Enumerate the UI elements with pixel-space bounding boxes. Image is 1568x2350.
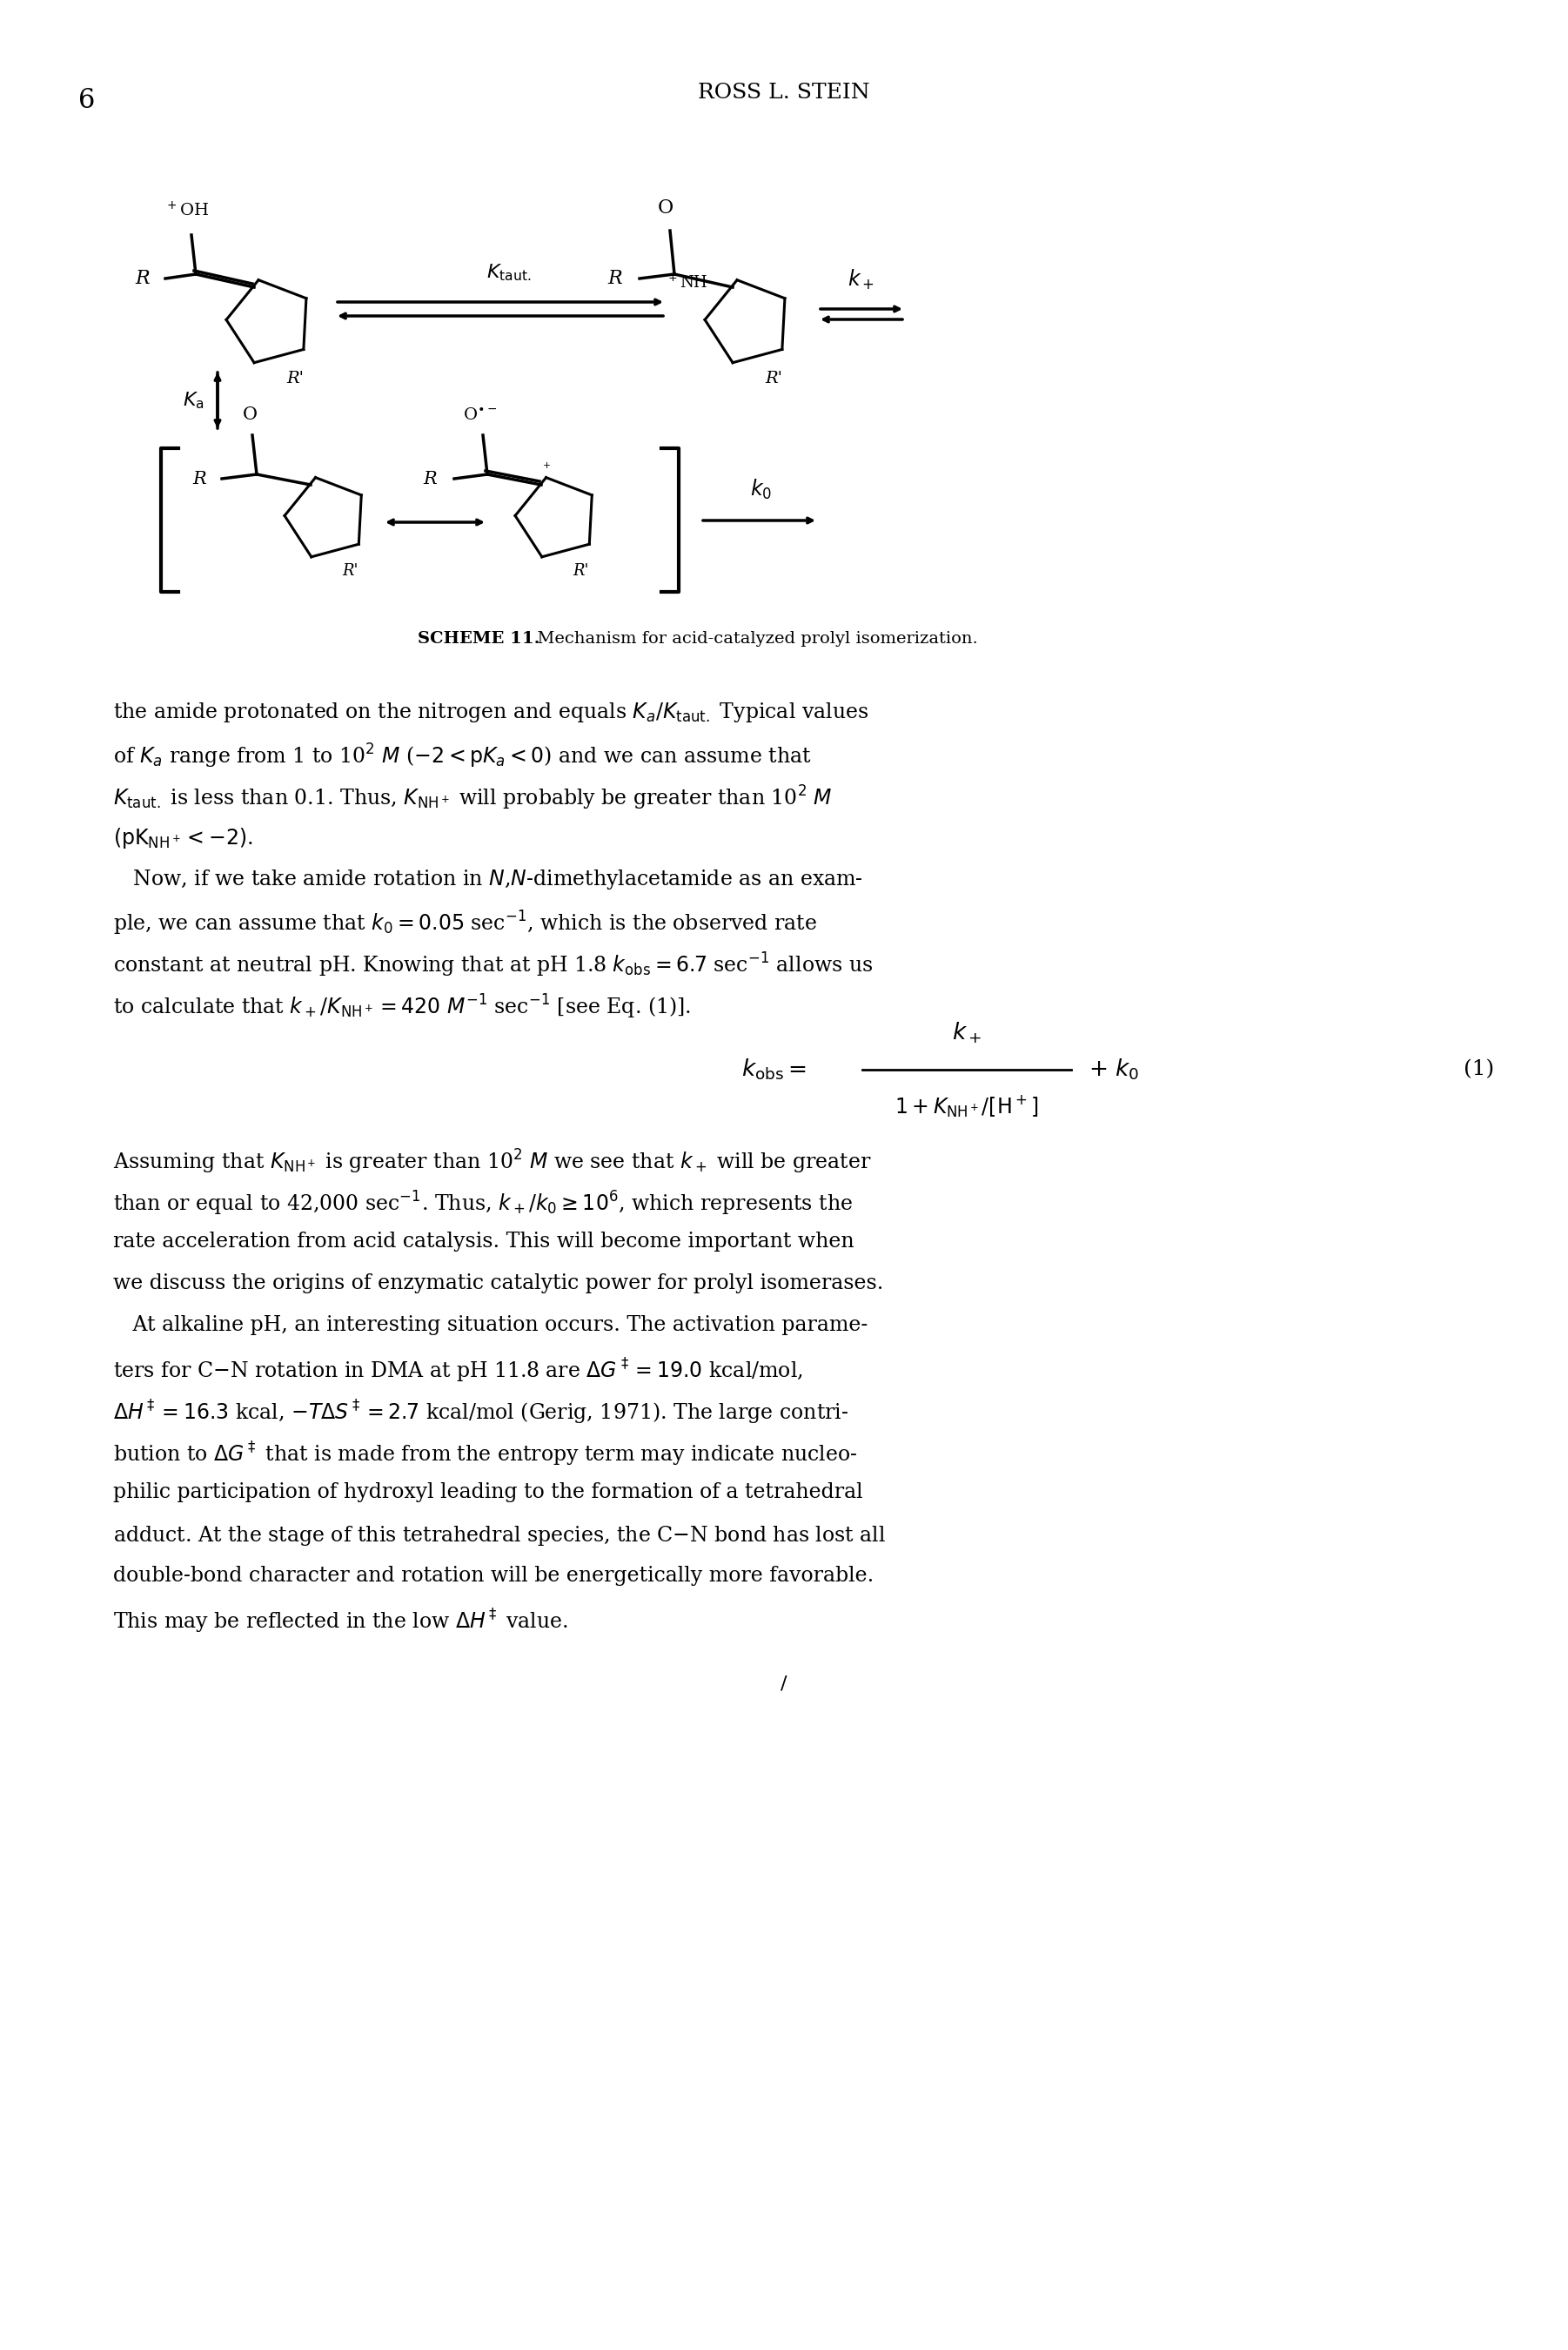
Text: =: = (787, 1060, 806, 1081)
Text: SCHEME 11.: SCHEME 11. (417, 632, 539, 646)
Text: $k_0$: $k_0$ (751, 477, 773, 501)
Text: $(\rm pK_{\rm NH^+} < -2)$.: $(\rm pK_{\rm NH^+} < -2)$. (113, 825, 252, 851)
Text: ple, we can assume that $k_0 = 0.05$ sec$^{-1}$, which is the observed rate: ple, we can assume that $k_0 = 0.05$ sec… (113, 909, 817, 938)
Text: $1 + K_{\rm NH^+}/[{\rm H}^+]$: $1 + K_{\rm NH^+}/[{\rm H}^+]$ (895, 1095, 1038, 1119)
Text: constant at neutral pH. Knowing that at pH 1.8 $k_{\rm obs} = 6.7$ sec$^{-1}$ al: constant at neutral pH. Knowing that at … (113, 952, 873, 980)
Text: $+ \ k_0$: $+ \ k_0$ (1088, 1058, 1140, 1081)
Text: adduct. At the stage of this tetrahedral species, the C$-$N bond has lost all: adduct. At the stage of this tetrahedral… (113, 1525, 886, 1549)
Text: $K_{\rm taut.}$: $K_{\rm taut.}$ (486, 263, 532, 282)
Text: R': R' (572, 564, 588, 578)
Text: of $K_a$ range from 1 to 10$^2$ $M$ ($-2 < {\rm p}K_a < 0$) and we can assume th: of $K_a$ range from 1 to 10$^2$ $M$ ($-2… (113, 743, 812, 771)
Text: than or equal to 42,000 sec$^{-1}$. Thus, $k_+/k_0 \geq 10^6$, which represents : than or equal to 42,000 sec$^{-1}$. Thus… (113, 1189, 853, 1217)
Text: we discuss the origins of enzymatic catalytic power for prolyl isomerases.: we discuss the origins of enzymatic cata… (113, 1274, 883, 1292)
Text: $K_{\rm a}$: $K_{\rm a}$ (183, 390, 204, 411)
Text: O$^{\bullet-}$: O$^{\bullet-}$ (463, 407, 497, 423)
Text: $\Delta H^\ddagger = 16.3$ kcal, $-T\Delta S^\ddagger = 2.7$ kcal/mol (Gerig, 19: $\Delta H^\ddagger = 16.3$ kcal, $-T\Del… (113, 1398, 848, 1426)
Text: rate acceleration from acid catalysis. This will become important when: rate acceleration from acid catalysis. T… (113, 1231, 855, 1253)
Text: $^+$OH: $^+$OH (165, 200, 210, 219)
Text: R': R' (285, 371, 304, 388)
Text: R': R' (765, 371, 782, 388)
Text: This may be reflected in the low $\Delta H^\ddagger$ value.: This may be reflected in the low $\Delta… (113, 1607, 568, 1636)
Text: ters for C$-$N rotation in DMA at pH 11.8 are $\Delta G^\ddagger = 19.0$ kcal/mo: ters for C$-$N rotation in DMA at pH 11.… (113, 1356, 803, 1384)
Text: /: / (781, 1676, 787, 1692)
Text: $K_{\rm taut.}$ is less than 0.1. Thus, $K_{\rm NH^+}$ will probably be greater : $K_{\rm taut.}$ is less than 0.1. Thus, … (113, 785, 833, 813)
Text: $^+$: $^+$ (541, 463, 550, 475)
Text: O: O (657, 197, 674, 219)
Text: 6: 6 (78, 87, 96, 115)
Text: R: R (423, 470, 437, 486)
Text: bution to $\Delta G^\ddagger$ that is made from the entropy term may indicate nu: bution to $\Delta G^\ddagger$ that is ma… (113, 1441, 858, 1469)
Text: Now, if we take amide rotation in $N$,$N$-dimethylacetamide as an exam-: Now, if we take amide rotation in $N$,$N… (113, 867, 862, 891)
Text: $k_{\rm obs}$: $k_{\rm obs}$ (742, 1058, 784, 1081)
Text: R: R (193, 470, 207, 486)
Text: R': R' (342, 564, 358, 578)
Text: (1): (1) (1465, 1060, 1494, 1079)
Text: double-bond character and rotation will be energetically more favorable.: double-bond character and rotation will … (113, 1565, 873, 1586)
Text: At alkaline pH, an interesting situation occurs. The activation parame-: At alkaline pH, an interesting situation… (113, 1316, 867, 1335)
Text: R: R (135, 268, 149, 289)
Text: to calculate that $k_+/K_{\rm NH^+} = 420$ $M^{-1}$ sec$^{-1}$ [see Eq. (1)].: to calculate that $k_+/K_{\rm NH^+} = 42… (113, 994, 691, 1022)
Text: ROSS L. STEIN: ROSS L. STEIN (698, 82, 870, 103)
Text: $k_+$: $k_+$ (952, 1020, 982, 1046)
Text: Assuming that $K_{\rm NH^+}$ is greater than 10$^2$ $M$ we see that $k_+$ will b: Assuming that $K_{\rm NH^+}$ is greater … (113, 1149, 872, 1175)
Text: $k_+$: $k_+$ (848, 268, 875, 291)
Text: philic participation of hydroxyl leading to the formation of a tetrahedral: philic participation of hydroxyl leading… (113, 1483, 862, 1502)
Text: the amide protonated on the nitrogen and equals $K_a/K_{\rm taut.}$ Typical valu: the amide protonated on the nitrogen and… (113, 700, 869, 724)
Text: O: O (243, 407, 257, 423)
Text: R: R (607, 268, 622, 289)
Text: Mechanism for acid-catalyzed prolyl isomerization.: Mechanism for acid-catalyzed prolyl isom… (527, 632, 978, 646)
Text: $^+$NH: $^+$NH (666, 275, 709, 291)
